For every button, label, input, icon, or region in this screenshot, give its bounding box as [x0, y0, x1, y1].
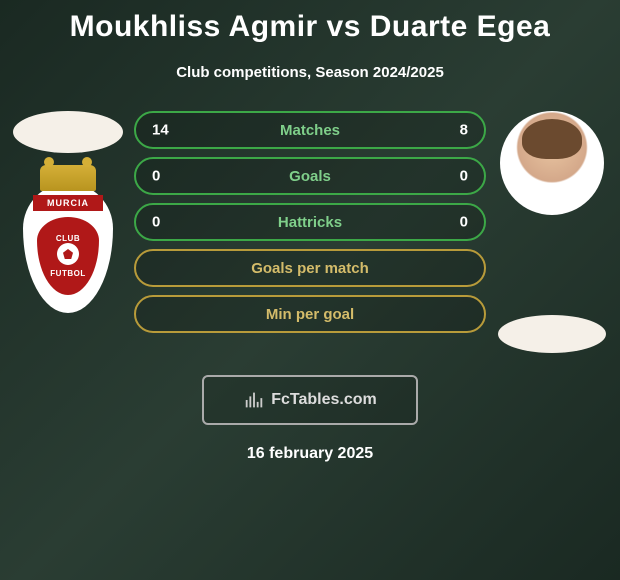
page-title: Moukhliss Agmir vs Duarte Egea: [0, 0, 620, 44]
club-shield-icon: MURCIA CLUB FUTBOL: [23, 183, 113, 313]
stat-row-goals-per-match: Goals per match: [134, 249, 486, 287]
watermark-text: FcTables.com: [271, 391, 377, 409]
badge-text-futbol: FUTBOL: [50, 269, 85, 278]
left-player-photo-placeholder: [13, 111, 123, 153]
right-player-photo: [500, 111, 604, 215]
stat-label: Goals: [136, 168, 484, 185]
stat-right-value: 0: [460, 168, 468, 185]
badge-text-club: CLUB: [56, 234, 80, 243]
stat-left-value: 0: [152, 168, 160, 185]
date-line: 16 february 2025: [0, 445, 620, 463]
stat-row-min-per-goal: Min per goal: [134, 295, 486, 333]
stat-label: Matches: [136, 122, 484, 139]
stat-label: Goals per match: [136, 260, 484, 277]
badge-inner: CLUB FUTBOL: [37, 217, 99, 295]
right-player-column: [492, 111, 612, 353]
badge-band-text: MURCIA: [33, 195, 103, 211]
stat-left-value: 0: [152, 214, 160, 231]
stat-label: Hattricks: [136, 214, 484, 231]
football-icon: [57, 243, 79, 265]
right-club-badge-placeholder: [498, 315, 606, 353]
left-club-badge: MURCIA CLUB FUTBOL: [18, 173, 118, 323]
stat-row-matches: 14 Matches 8: [134, 111, 486, 149]
stat-right-value: 8: [460, 122, 468, 139]
stats-column: 14 Matches 8 0 Goals 0 0 Hattricks 0 Goa…: [128, 111, 492, 353]
watermark-badge: FcTables.com: [202, 375, 418, 425]
subtitle: Club competitions, Season 2024/2025: [0, 64, 620, 81]
comparison-content: MURCIA CLUB FUTBOL 14 Matches 8 0 Goals …: [0, 111, 620, 353]
stat-left-value: 14: [152, 122, 169, 139]
stat-right-value: 0: [460, 214, 468, 231]
stat-row-goals: 0 Goals 0: [134, 157, 486, 195]
stat-label: Min per goal: [136, 306, 484, 323]
chart-icon: [243, 389, 265, 411]
stat-row-hattricks: 0 Hattricks 0: [134, 203, 486, 241]
left-player-column: MURCIA CLUB FUTBOL: [8, 111, 128, 353]
crown-icon: [40, 165, 96, 191]
